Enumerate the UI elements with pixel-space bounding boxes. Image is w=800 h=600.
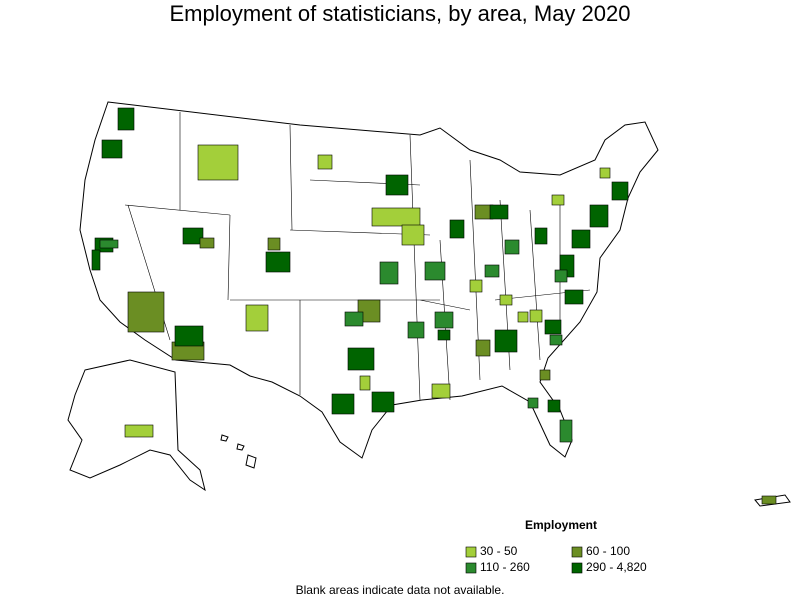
employment-area [124, 424, 154, 438]
employment-area [331, 393, 355, 415]
legend-swatch [465, 562, 477, 574]
employment-area [554, 269, 568, 283]
employment-area [431, 383, 451, 399]
employment-area [611, 181, 629, 201]
employment-area [424, 261, 446, 281]
employment-area [489, 204, 509, 220]
employment-area [547, 399, 561, 413]
employment-area [385, 174, 409, 196]
employment-area [99, 239, 119, 249]
employment-area [359, 375, 371, 391]
employment-area [475, 339, 491, 357]
map-title: Employment of statisticians, by area, Ma… [170, 1, 631, 26]
employment-area [599, 167, 611, 179]
footnote: Blank areas indicate data not available. [296, 583, 505, 597]
employment-area [379, 261, 399, 285]
employment-area [267, 237, 281, 251]
hawaii [220, 434, 229, 442]
legend-label: 290 - 4,820 [586, 560, 647, 574]
employment-area [539, 369, 551, 381]
employment-area [127, 291, 165, 333]
employment-area [527, 397, 539, 409]
us-mainland [79, 101, 659, 459]
legend-swatch [571, 546, 583, 558]
employment-area [357, 299, 381, 323]
employment-area [534, 227, 548, 245]
base-map [67, 101, 791, 507]
employment-area [101, 139, 123, 159]
employment-area [564, 289, 584, 305]
hawaii [245, 454, 257, 469]
employment-area [469, 279, 483, 293]
hawaii [236, 443, 245, 451]
employment-areas [91, 107, 777, 505]
legend-title: Employment [525, 518, 597, 532]
legend-label: 60 - 100 [586, 544, 630, 558]
employment-area [504, 239, 520, 255]
employment-area [117, 107, 135, 131]
employment-area [499, 294, 513, 306]
legend-swatch [465, 546, 477, 558]
employment-area [407, 321, 425, 339]
employment-area [197, 144, 239, 181]
employment-area [371, 391, 395, 413]
legend-swatch [571, 562, 583, 574]
employment-area [589, 204, 609, 228]
employment-area [494, 329, 518, 353]
employment-area [174, 325, 204, 347]
employment-area [484, 264, 500, 278]
employment-area [265, 251, 291, 273]
employment-area [551, 194, 565, 206]
employment-area [401, 224, 425, 246]
employment-area [559, 419, 573, 443]
legend: 30 - 50 60 - 100 110 - 260 290 - 4,820 [465, 544, 647, 574]
employment-area [517, 311, 529, 323]
employment-area [347, 347, 375, 371]
employment-area [317, 154, 333, 170]
employment-area [449, 219, 465, 239]
employment-area [245, 304, 269, 332]
employment-area [437, 329, 451, 341]
legend-label: 110 - 260 [480, 560, 530, 574]
employment-area [182, 227, 204, 245]
employment-area [761, 495, 777, 505]
employment-area [549, 334, 563, 346]
employment-area [434, 311, 454, 329]
state-borders [124, 112, 591, 401]
employment-area [199, 237, 215, 249]
employment-area [344, 311, 364, 327]
employment-area [544, 319, 562, 335]
employment-area [529, 309, 543, 323]
employment-area [91, 249, 101, 271]
employment-area [571, 229, 591, 249]
employment-area [371, 207, 421, 227]
legend-label: 30 - 50 [480, 544, 518, 558]
